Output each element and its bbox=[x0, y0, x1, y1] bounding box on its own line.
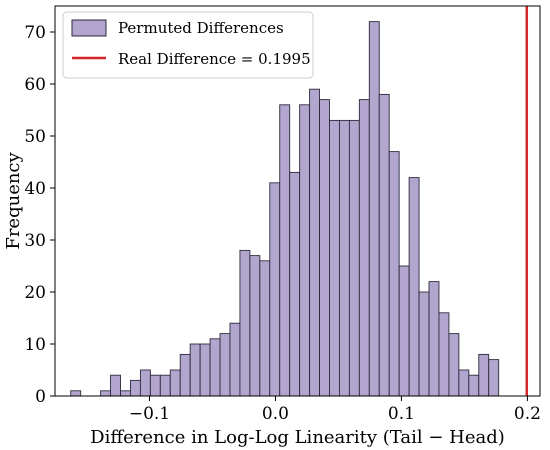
y-tick-label: 40 bbox=[24, 179, 46, 199]
histogram-bar bbox=[388, 151, 400, 397]
histogram-bar bbox=[179, 353, 191, 397]
legend-label-real: Real Difference = 0.1995 bbox=[118, 50, 311, 68]
y-tick-label: 30 bbox=[24, 231, 46, 251]
histogram-bar bbox=[100, 390, 112, 397]
y-tick-label: 0 bbox=[35, 387, 46, 407]
histogram-bar bbox=[169, 369, 181, 397]
histogram-bar bbox=[229, 322, 241, 397]
x-axis-ticks: −0.1 0.0 0.1 0.2 bbox=[129, 396, 541, 424]
histogram-bar bbox=[279, 104, 291, 397]
histogram-bar bbox=[139, 369, 151, 397]
histogram-bars bbox=[70, 21, 500, 397]
y-axis-ticks: 0 10 20 30 40 50 60 70 bbox=[24, 23, 55, 407]
histogram-bar bbox=[110, 374, 121, 397]
histogram-bar bbox=[209, 338, 221, 397]
histogram-bar bbox=[319, 99, 330, 397]
legend: Permuted Differences Real Difference = 0… bbox=[62, 11, 314, 79]
histogram-bar bbox=[368, 21, 380, 397]
histogram-bar bbox=[219, 333, 231, 397]
histogram-bar bbox=[259, 260, 271, 397]
legend-box bbox=[62, 11, 314, 79]
histogram-bar bbox=[358, 99, 370, 397]
histogram-bar bbox=[488, 359, 500, 397]
histogram-bar bbox=[70, 390, 82, 397]
y-tick-label: 10 bbox=[24, 335, 46, 355]
histogram-bar bbox=[338, 119, 350, 397]
histogram-bar bbox=[239, 249, 251, 397]
y-tick-label: 60 bbox=[24, 75, 46, 95]
histogram-bar bbox=[348, 119, 360, 397]
histogram-bar bbox=[189, 343, 201, 397]
histogram-bar bbox=[269, 182, 281, 397]
histogram-bar bbox=[468, 374, 480, 397]
histogram-bar bbox=[249, 255, 261, 397]
histogram-bar bbox=[289, 171, 301, 397]
x-tick-label: 0.0 bbox=[262, 404, 289, 424]
plot-frame bbox=[54, 5, 541, 397]
y-tick-label: 20 bbox=[24, 283, 46, 303]
histogram-bar bbox=[309, 88, 320, 397]
x-tick-label: 0.1 bbox=[388, 404, 415, 424]
histogram-bar bbox=[199, 343, 211, 397]
histogram-bar bbox=[398, 265, 410, 397]
y-tick-label: 70 bbox=[24, 23, 46, 43]
histogram-bar bbox=[120, 390, 131, 397]
histogram-bar bbox=[458, 369, 470, 397]
histogram-bar bbox=[438, 312, 450, 397]
histogram-bar bbox=[378, 93, 390, 397]
x-tick-label: −0.1 bbox=[129, 404, 170, 424]
x-axis-title: Difference in Log-Log Linearity (Tail − … bbox=[90, 427, 505, 448]
y-tick-label: 50 bbox=[24, 127, 46, 147]
histogram-bar bbox=[408, 177, 420, 397]
histogram-bar bbox=[159, 374, 171, 397]
histogram-bar bbox=[329, 119, 340, 397]
legend-swatch-permuted bbox=[71, 19, 107, 37]
histogram-bar bbox=[149, 374, 161, 397]
y-axis-title: Frequency bbox=[3, 151, 24, 249]
histogram-bar bbox=[428, 281, 440, 397]
histogram-bar bbox=[299, 104, 311, 397]
x-tick-label: 0.2 bbox=[514, 404, 541, 424]
legend-label-permuted: Permuted Differences bbox=[118, 19, 284, 37]
histogram-bar bbox=[130, 379, 141, 397]
histogram-bar bbox=[448, 333, 460, 397]
histogram-bar bbox=[418, 291, 430, 397]
histogram-bar bbox=[478, 353, 490, 397]
